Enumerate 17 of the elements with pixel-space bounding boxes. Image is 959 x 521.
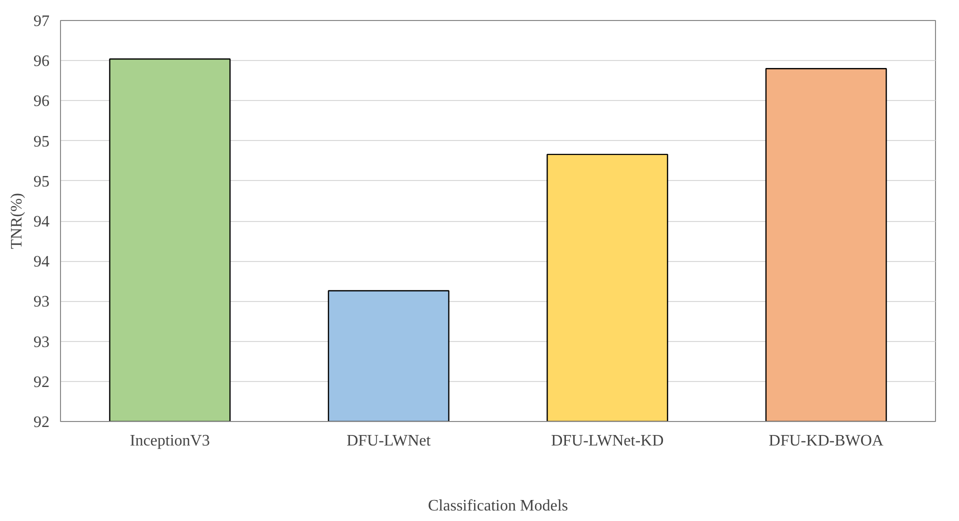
y-tick-label: 93 xyxy=(34,334,50,351)
y-axis-title: TNR(%) xyxy=(8,193,26,249)
y-tick-label: 94 xyxy=(34,254,50,271)
y-tick-label: 92 xyxy=(34,374,50,391)
y-tick-label: 92 xyxy=(34,414,50,431)
y-tick-label: 96 xyxy=(34,53,50,70)
x-tick-label: DFU-LWNet xyxy=(346,432,432,450)
x-tick-label: DFU-LWNet-KD xyxy=(551,432,664,450)
y-tick-label: 95 xyxy=(34,173,50,190)
x-axis-title: Classification Models xyxy=(428,498,568,514)
y-tick-label: 95 xyxy=(34,133,50,150)
y-tick-label: 94 xyxy=(34,214,50,230)
x-tick-label: DFU-KD-BWOA xyxy=(768,432,884,450)
y-tick-label: 93 xyxy=(34,294,50,311)
y-tick-label: 96 xyxy=(34,93,50,110)
y-tick-label: 97 xyxy=(34,13,50,30)
x-tick-label: InceptionV3 xyxy=(130,432,210,450)
